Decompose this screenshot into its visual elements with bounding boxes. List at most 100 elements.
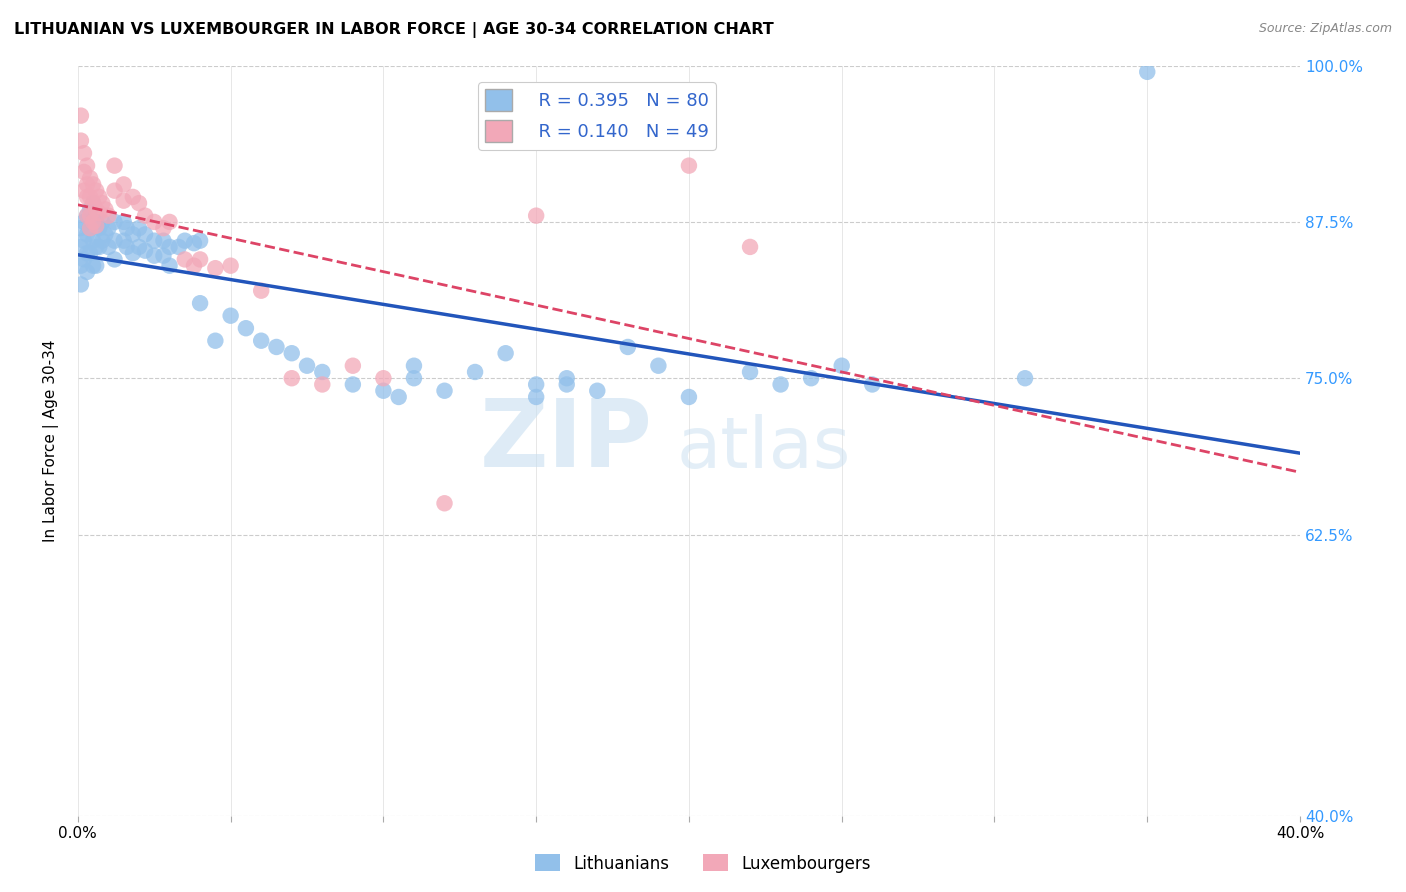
Point [103, 252, 125, 267]
Point [143, 234, 166, 248]
Point [76, 265, 98, 279]
Point [128, 240, 150, 254]
Point [94, 202, 117, 217]
Point [152, 249, 174, 263]
Point [128, 196, 150, 211]
Point [76, 190, 98, 204]
Point [342, 377, 364, 392]
Point [76, 227, 98, 242]
Point [84, 184, 107, 198]
Point [183, 236, 205, 251]
Point [152, 221, 174, 235]
Point [235, 321, 257, 335]
Point [188, 252, 211, 267]
Point [91, 234, 114, 248]
Point [311, 377, 333, 392]
Point [188, 296, 211, 310]
Point [266, 340, 288, 354]
Point [79, 190, 101, 204]
Point [402, 359, 425, 373]
Point [464, 365, 486, 379]
Point [402, 371, 425, 385]
Point [143, 215, 166, 229]
Point [204, 261, 226, 276]
Point [97, 240, 120, 254]
Point [112, 178, 135, 192]
Point [84, 202, 107, 217]
Point [79, 246, 101, 260]
Point [103, 159, 125, 173]
Point [188, 234, 211, 248]
Point [82, 215, 104, 229]
Point [134, 227, 156, 242]
Point [84, 215, 107, 229]
Point [159, 259, 181, 273]
Point [373, 371, 395, 385]
Point [250, 334, 273, 348]
Point [738, 240, 761, 254]
Point [97, 221, 120, 235]
Point [82, 196, 104, 211]
Point [121, 190, 143, 204]
Point [70, 240, 93, 254]
Point [112, 234, 135, 248]
Y-axis label: In Labor Force | Age 30-34: In Labor Force | Age 30-34 [44, 340, 59, 542]
Point [73, 234, 96, 248]
Point [495, 346, 517, 360]
Point [555, 377, 578, 392]
Point [73, 215, 96, 229]
Point [524, 390, 547, 404]
Point [121, 246, 143, 260]
Point [342, 359, 364, 373]
Point [73, 252, 96, 267]
Point [831, 359, 853, 373]
Legend:   R = 0.395   N = 80,   R = 0.140   N = 49: R = 0.395 N = 80, R = 0.140 N = 49 [478, 82, 716, 150]
Point [103, 215, 125, 229]
Point [91, 196, 114, 211]
Point [97, 209, 120, 223]
Point [250, 284, 273, 298]
Point [70, 259, 93, 273]
Point [204, 334, 226, 348]
Point [84, 240, 107, 254]
Point [84, 259, 107, 273]
Point [388, 390, 411, 404]
Point [79, 221, 101, 235]
Point [800, 371, 823, 385]
Point [70, 109, 93, 123]
Point [524, 209, 547, 223]
Point [281, 346, 304, 360]
Point [433, 496, 456, 510]
Point [115, 240, 138, 254]
Point [152, 234, 174, 248]
Point [82, 178, 104, 192]
Point [112, 194, 135, 208]
Point [73, 184, 96, 198]
Point [173, 252, 195, 267]
Point [617, 340, 640, 354]
Point [128, 221, 150, 235]
Point [103, 184, 125, 198]
Point [678, 159, 700, 173]
Point [647, 359, 669, 373]
Legend: Lithuanians, Luxembourgers: Lithuanians, Luxembourgers [529, 847, 877, 880]
Point [281, 371, 304, 385]
Point [134, 244, 156, 258]
Point [76, 209, 98, 223]
Point [79, 171, 101, 186]
Point [143, 249, 166, 263]
Point [89, 240, 111, 254]
Point [112, 215, 135, 229]
Point [70, 134, 93, 148]
Point [89, 206, 111, 220]
Point [89, 221, 111, 235]
Point [1014, 371, 1036, 385]
Point [219, 259, 242, 273]
Point [103, 234, 125, 248]
Point [860, 377, 883, 392]
Point [73, 146, 96, 161]
Text: Source: ZipAtlas.com: Source: ZipAtlas.com [1258, 22, 1392, 36]
Point [1136, 65, 1159, 79]
Point [82, 259, 104, 273]
Point [159, 215, 181, 229]
